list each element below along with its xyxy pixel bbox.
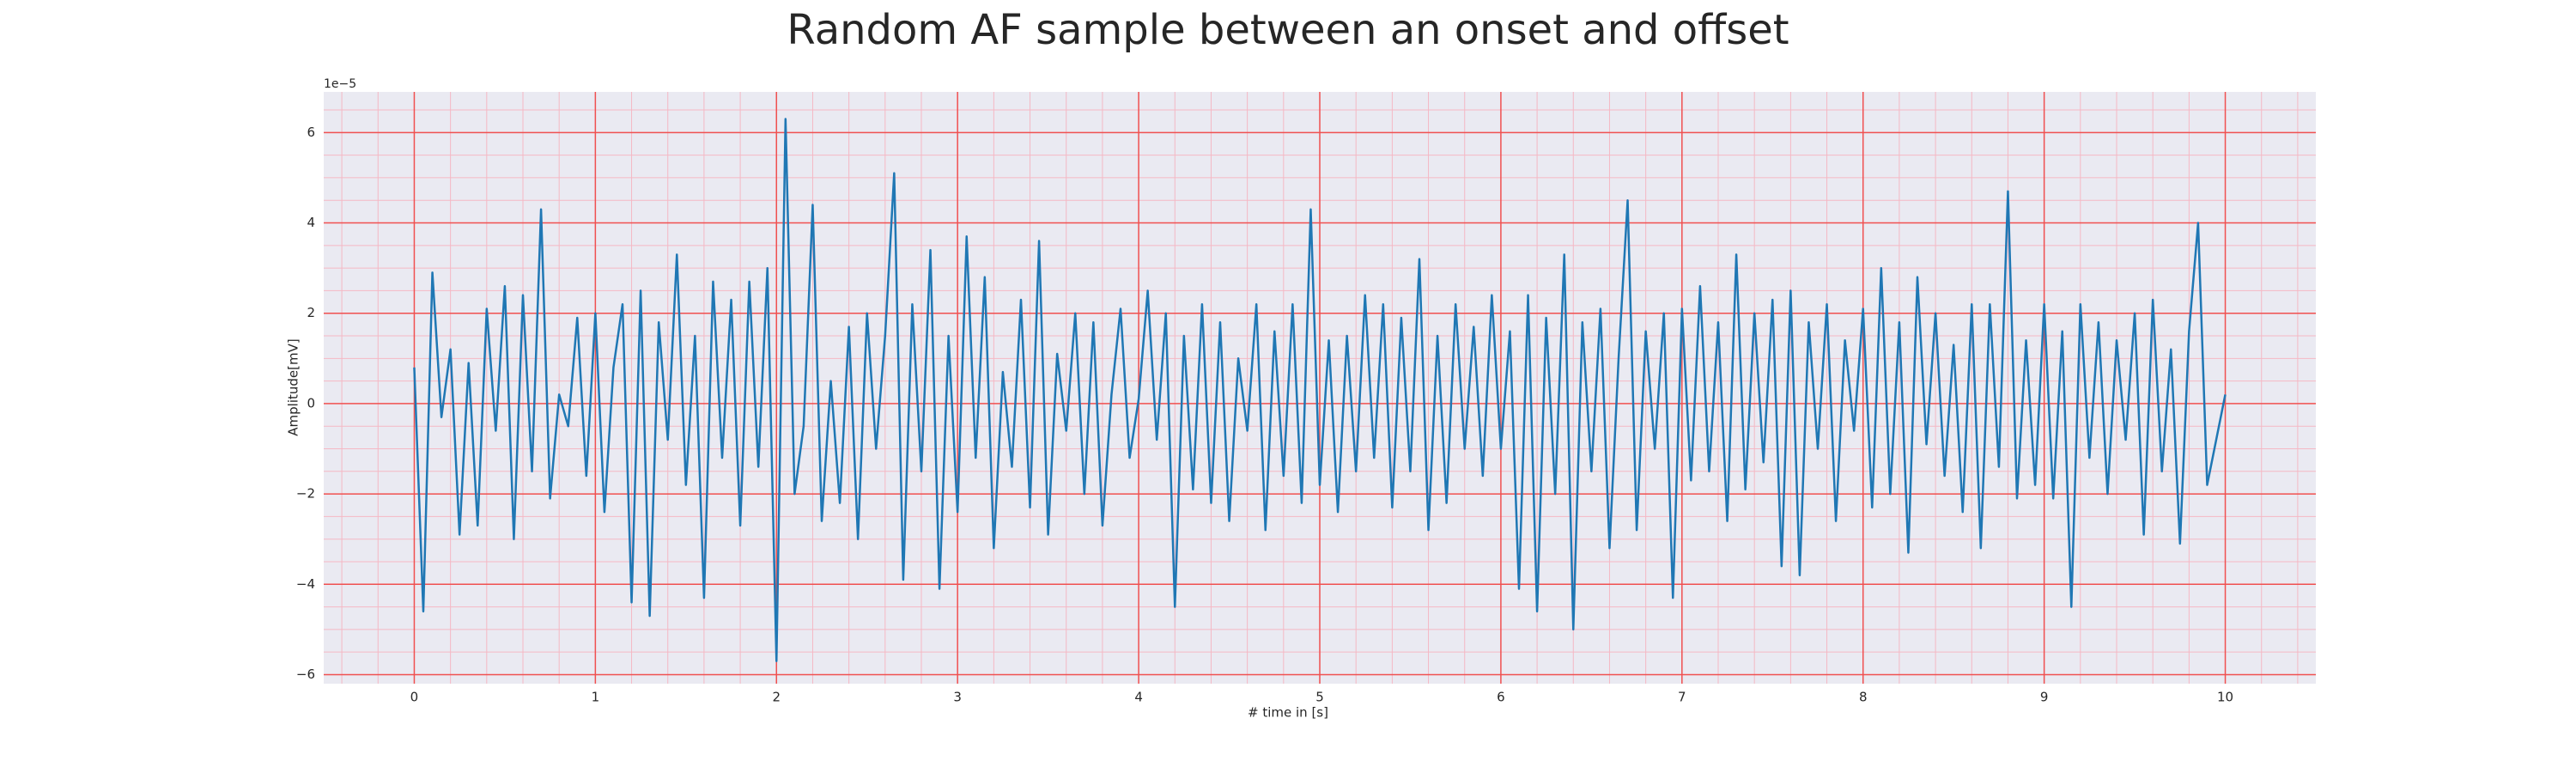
y-tick-label: −6 xyxy=(296,666,315,682)
x-tick-label: 9 xyxy=(2040,690,2049,705)
y-tick-label: 6 xyxy=(307,125,315,140)
x-tick-label: 1 xyxy=(592,690,600,705)
y-offset-text: 1e−5 xyxy=(324,77,356,91)
y-tick-label: 0 xyxy=(307,395,315,411)
x-tick-label: 8 xyxy=(1859,690,1868,705)
y-tick-label: −4 xyxy=(296,576,315,592)
y-tick-label: −2 xyxy=(296,486,315,502)
x-tick-label: 5 xyxy=(1315,690,1324,705)
x-tick-label: 6 xyxy=(1497,690,1505,705)
x-tick-label: 3 xyxy=(953,690,962,705)
x-axis-label: # time in [s] xyxy=(1248,705,1328,721)
x-tick-label: 7 xyxy=(1678,690,1686,705)
signal-line xyxy=(413,118,2227,662)
y-tick-label: 2 xyxy=(307,305,315,320)
chart-title: Random AF sample between an onset and of… xyxy=(787,6,1789,54)
x-tick-label: 2 xyxy=(772,690,781,705)
x-tick-label: 4 xyxy=(1134,690,1143,705)
y-axis-label: Amplitude[mV] xyxy=(286,338,301,435)
y-tick-label: 4 xyxy=(307,215,315,230)
x-tick-label: 0 xyxy=(410,690,419,705)
x-tick-label: 10 xyxy=(2217,690,2233,705)
